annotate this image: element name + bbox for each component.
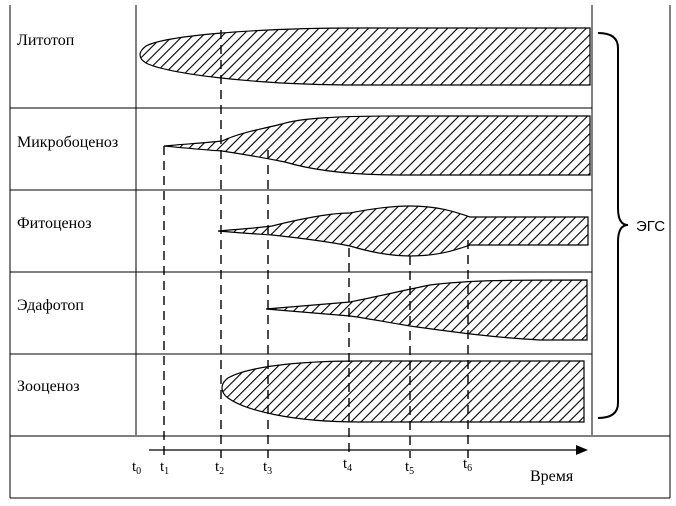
- row-label-litotop: Литотоп: [17, 32, 75, 49]
- time-tick-labels: t0 t1 t2 t3 t4 t5 t6: [132, 456, 472, 477]
- tick-label-t5: t5: [405, 459, 414, 477]
- shape-edafotop: [265, 279, 588, 341]
- curly-brace-icon: [597, 32, 629, 419]
- group-label-egs: ЭГС: [636, 218, 665, 235]
- tick-label-t6: t6: [463, 456, 472, 474]
- row-label-fitocenoz: Фитоценоз: [17, 215, 92, 232]
- time-axis: Время: [149, 445, 588, 485]
- shape-litotop: [139, 27, 591, 86]
- tick-label-t2: t2: [215, 459, 224, 477]
- tick-label-t0: t0: [132, 459, 141, 477]
- tick-label-t3: t3: [263, 459, 272, 477]
- shape-mikrobocenoz: [163, 115, 591, 176]
- shape-fitocenoz: [217, 205, 589, 257]
- axis-arrowhead: [576, 445, 588, 455]
- group-brace: ЭГС: [597, 32, 665, 419]
- shape-zoocenoz: [221, 360, 585, 423]
- axis-label-time: Время: [530, 468, 574, 485]
- tick-label-t4: t4: [343, 456, 352, 474]
- row-label-edafotop: Эдафотоп: [17, 297, 84, 314]
- table-frame: [9, 5, 671, 499]
- time-marker-lines: [163, 30, 469, 458]
- row-labels: Литотоп Микробоценоз Фитоценоз Эдафотоп …: [17, 32, 118, 395]
- row-label-zoocenoz: Зооценоз: [17, 378, 80, 395]
- tick-label-t1: t1: [160, 459, 169, 477]
- development-shapes: [139, 27, 591, 423]
- row-label-mikrobocenoz: Микробоценоз: [17, 134, 118, 151]
